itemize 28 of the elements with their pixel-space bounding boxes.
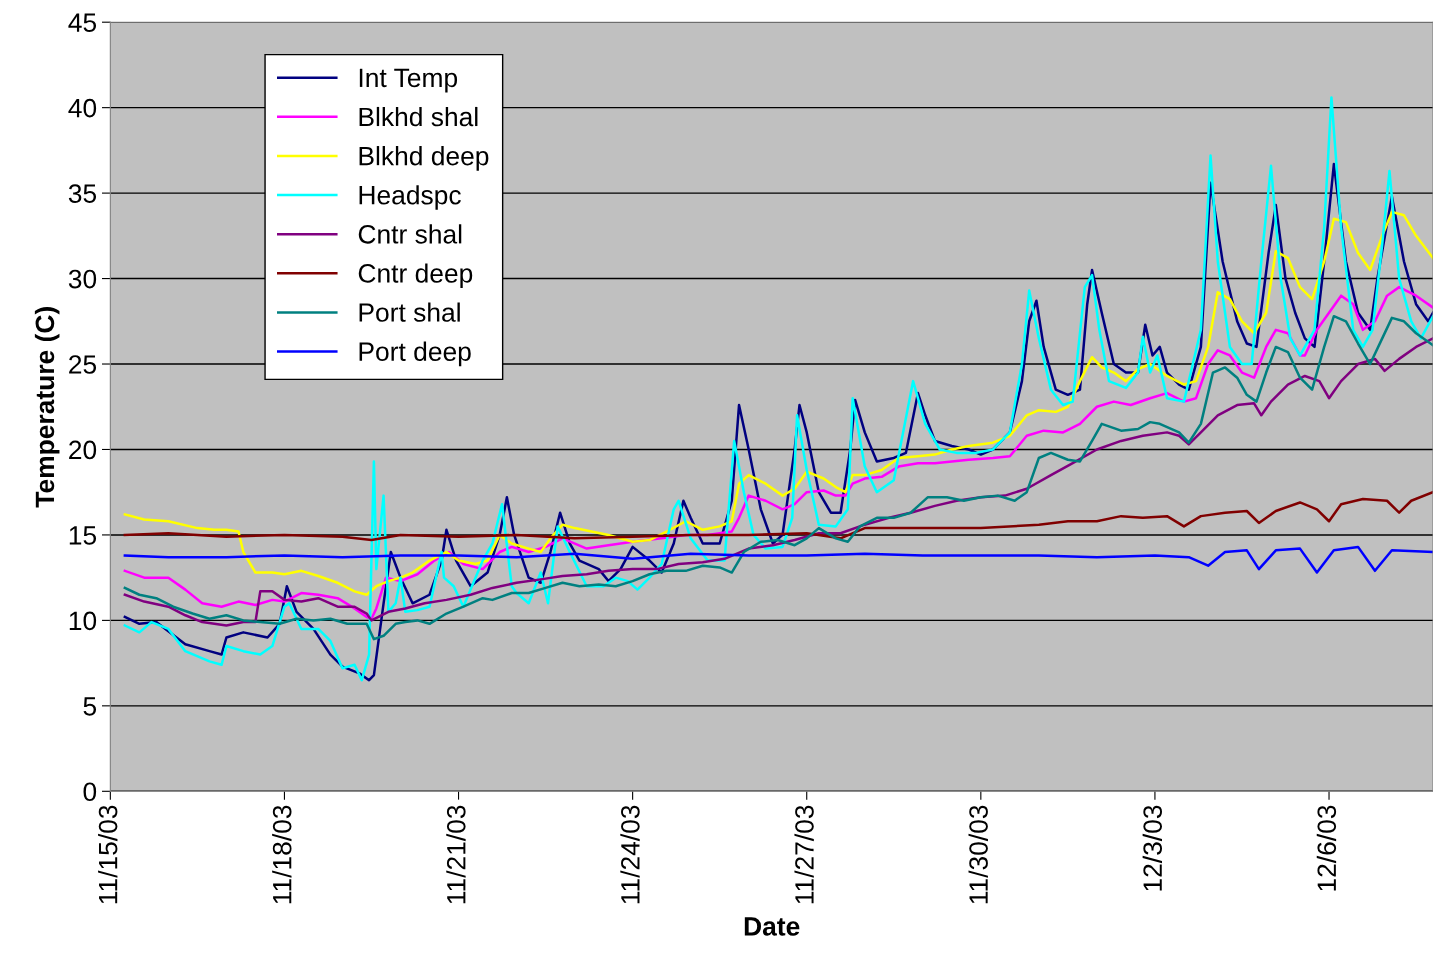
x-tick-label: 11/15/03 [98,805,118,904]
y-tick-label: 25 [69,355,97,374]
y-tick-label: 15 [69,526,97,545]
y-tick-label: 0 [83,782,97,802]
legend-label: Int Temp [359,68,458,93]
x-tick-label: 11/24/03 [620,805,640,904]
y-tick-label: 10 [69,611,97,631]
legend-label: Headspc [359,185,461,210]
x-axis-title: Date [744,917,800,936]
legend-label: Port shal [359,302,460,322]
y-tick-label: 5 [83,697,97,716]
legend-label: Blkhd deep [359,146,489,171]
legend-label: Cntr shal [358,224,462,244]
legend-label: Cntr deep [358,263,473,288]
legend-label: Port deep [359,341,471,367]
x-tick-label: 11/27/03 [794,805,814,904]
x-tick-label: 11/18/03 [272,805,292,904]
y-tick-label: 40 [68,98,97,118]
x-tick-label: 11/21/03 [446,805,466,904]
y-tick-label: 45 [68,13,97,33]
y-axis-title: Temperature (C) [34,307,60,508]
y-tick-label: 20 [69,440,97,460]
x-tick-label: 12/3/03 [1142,805,1163,891]
y-tick-label: 30 [68,269,97,289]
legend-label: Blkhd shal [359,106,478,127]
y-tick-label: 35 [68,184,97,203]
x-tick-label: 12/6/03 [1316,805,1337,891]
x-tick-label: 11/30/03 [968,805,988,904]
